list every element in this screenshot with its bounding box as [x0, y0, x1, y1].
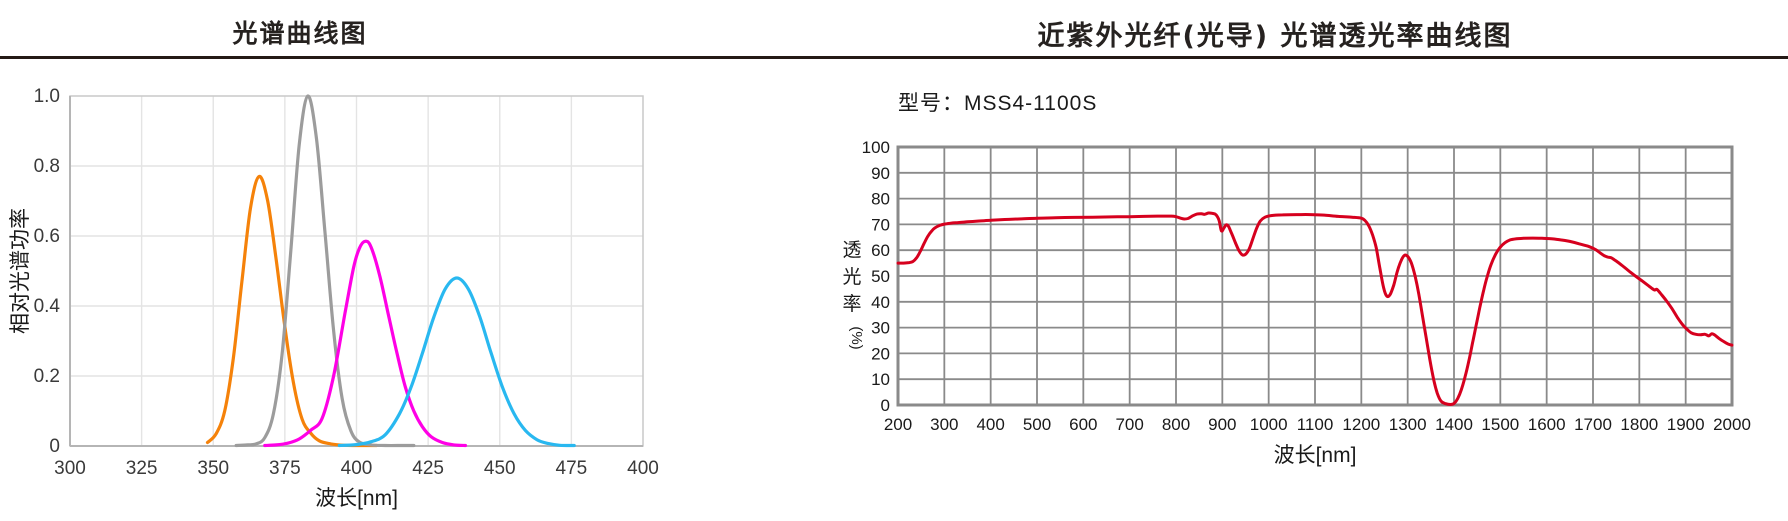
y-tick-label: 0.2 [34, 366, 60, 387]
x-tick-label: 2000 [1713, 415, 1751, 434]
y-axis-title-char: 率 [842, 293, 861, 315]
x-tick-label: 300 [930, 415, 958, 434]
left-chart-title: 光谱曲线图 [232, 19, 368, 48]
x-axis-title: 波长[nm] [1274, 444, 1357, 467]
x-tick-label: 350 [197, 458, 229, 479]
x-tick-label: 375 [269, 458, 301, 479]
x-tick-label: 1100 [1297, 415, 1334, 434]
y-axis-title-char: 透 [842, 239, 861, 261]
y-tick-label: 50 [871, 267, 890, 286]
x-tick-label: 1900 [1667, 415, 1705, 434]
y-tick-label: 0 [881, 396, 890, 415]
x-tick-label: 900 [1208, 415, 1236, 434]
y-tick-label: 1.0 [34, 86, 60, 107]
model-label: 型号：MSS4-1100S [898, 92, 1097, 115]
title-divider-line [0, 56, 1788, 59]
x-tick-label: 325 [126, 458, 158, 479]
x-tick-label: 400 [341, 458, 373, 479]
y-tick-label: 40 [871, 293, 890, 312]
series-transmittance [896, 211, 1734, 406]
x-tick-label: 1000 [1250, 415, 1288, 434]
y-axis-title: 相对光谱功率 [9, 208, 32, 334]
x-tick-label: 200 [884, 415, 912, 434]
x-tick-label: 800 [1162, 415, 1190, 434]
plot-border [896, 145, 1734, 407]
y-tick-label: 90 [871, 164, 890, 183]
x-tick-label: 1500 [1481, 415, 1519, 434]
x-tick-label: 1800 [1620, 415, 1658, 434]
y-axis-title-char: 光 [842, 266, 861, 288]
y-tick-label: 0.8 [34, 156, 60, 177]
x-tick-label: 475 [556, 458, 588, 479]
y-tick-label: 0.4 [34, 296, 61, 317]
x-tick-label: 425 [412, 458, 444, 479]
series-led-383nm [234, 94, 416, 448]
series-led-435nm [337, 276, 576, 448]
y-tick-label: 100 [862, 138, 890, 157]
y-tick-label: 10 [871, 370, 890, 389]
x-tick-label: 1700 [1574, 415, 1612, 434]
x-axis-title: 波长[nm] [315, 487, 398, 510]
y-tick-label: 20 [871, 344, 890, 363]
x-tick-label: 450 [484, 458, 516, 479]
x-tick-label: 500 [1023, 415, 1051, 434]
y-tick-label: 30 [871, 319, 890, 338]
x-tick-label: 400 [976, 415, 1004, 434]
y-axis-unit: (%) [848, 326, 865, 349]
x-tick-label: 700 [1115, 415, 1143, 434]
x-tick-label: 300 [54, 458, 86, 479]
right-chart-title: 近紫外光纤(光导) 光谱透光率曲线图 [1037, 21, 1513, 52]
x-tick-label: 400 [627, 458, 659, 479]
x-tick-label: 600 [1069, 415, 1097, 434]
y-tick-label: 80 [871, 190, 890, 209]
series-led-403nm [263, 239, 467, 448]
x-tick-label: 1600 [1528, 415, 1566, 434]
x-tick-label: 1200 [1342, 415, 1380, 434]
x-tick-label: 1400 [1435, 415, 1473, 434]
y-tick-label: 70 [871, 215, 890, 234]
y-tick-label: 0 [49, 436, 60, 457]
y-tick-label: 0.6 [34, 226, 60, 247]
x-tick-label: 1300 [1389, 415, 1427, 434]
y-tick-label: 60 [871, 241, 890, 260]
series-led-365nm [205, 174, 379, 448]
